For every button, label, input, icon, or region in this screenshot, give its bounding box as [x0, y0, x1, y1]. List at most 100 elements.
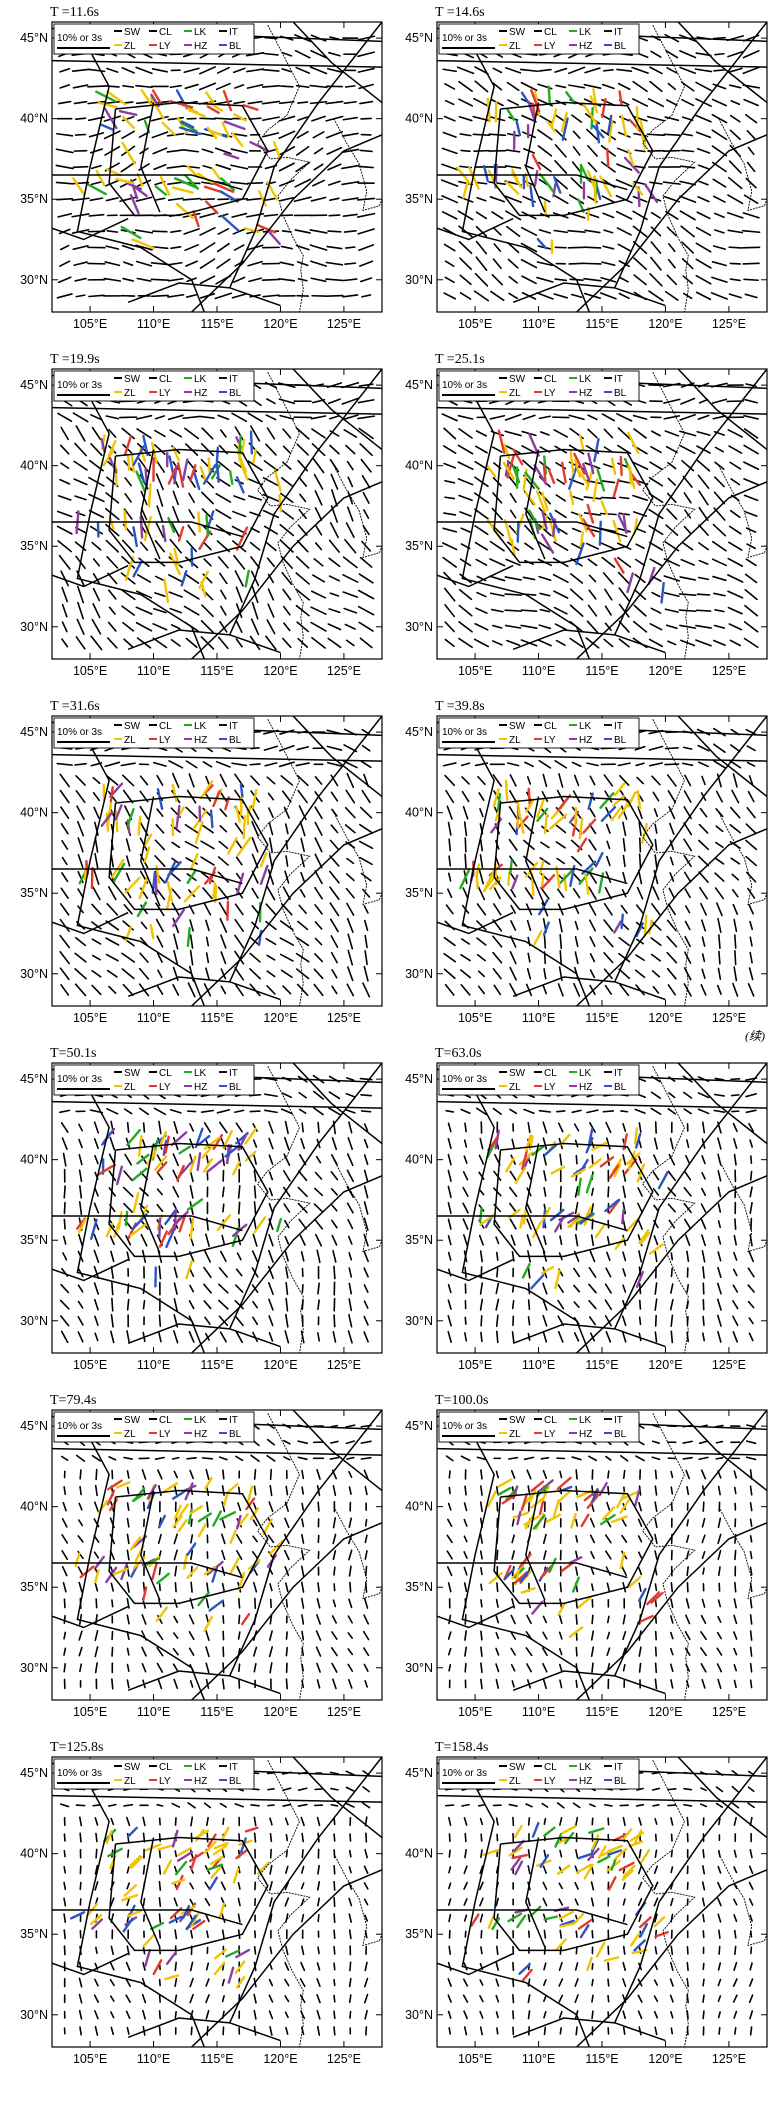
field-bar: [733, 1470, 738, 1479]
field-bar: [357, 605, 375, 616]
legend-scale-label: 10% or 3s: [442, 1074, 487, 1085]
field-bar: [250, 775, 260, 786]
station-bar: [249, 141, 270, 152]
field-bar: [732, 1300, 739, 1310]
field-bar: [238, 1614, 241, 1625]
field-bar: [235, 1268, 243, 1277]
field-bar: [635, 954, 645, 962]
field-bar: [57, 540, 73, 553]
field-bar: [264, 197, 278, 201]
field-bar: [316, 1249, 321, 1264]
field-bar: [346, 1153, 354, 1167]
y-tick-label: 35°N: [20, 539, 48, 553]
field-bar: [717, 1549, 722, 1561]
station-bar: [505, 180, 520, 196]
field-bar: [234, 950, 245, 965]
field-bar: [489, 196, 505, 203]
field-bar: [75, 774, 86, 786]
field-bar: [310, 590, 327, 599]
legend-item-label: CL: [159, 1068, 172, 1079]
field-bar: [589, 1534, 596, 1544]
x-tick-label: 110°E: [137, 664, 170, 678]
field-bar: [362, 1630, 370, 1641]
field-bar: [638, 1646, 642, 1657]
field-bar: [71, 197, 90, 202]
field-bar: [506, 762, 520, 767]
plot-area: [52, 716, 382, 1006]
field-bar: [711, 261, 727, 267]
field-bar: [268, 1233, 274, 1247]
field-bar: [214, 292, 233, 300]
field-bar: [94, 1187, 99, 1197]
field-bar: [60, 462, 70, 470]
field-bar: [156, 1662, 164, 1673]
field-bar: [358, 621, 374, 632]
field-bar: [151, 245, 169, 250]
field-bar: [126, 1251, 130, 1262]
field-bar: [295, 604, 310, 617]
field-bar: [556, 478, 566, 485]
field-bar: [491, 211, 504, 220]
field-bar: [167, 181, 185, 185]
field-bar: [573, 1301, 580, 1309]
field-bar: [120, 161, 136, 173]
field-bar: [59, 773, 70, 788]
field-bar: [622, 1251, 627, 1262]
field-bar: [363, 1138, 369, 1149]
field-bar: [251, 1551, 259, 1559]
field-bar: [713, 1093, 725, 1097]
coastline: [718, 118, 767, 212]
field-bar: [284, 1897, 290, 1907]
field-bar: [59, 444, 70, 455]
field-bar: [202, 887, 213, 900]
field-bar: [123, 904, 133, 915]
field-bar: [742, 49, 760, 59]
station-bar: [203, 185, 224, 194]
panel-title: T=79.4s: [50, 1393, 96, 1408]
field-bar: [297, 1202, 308, 1214]
field-bar: [357, 197, 376, 201]
coastline: [333, 1159, 382, 1253]
field-bar: [700, 1203, 707, 1213]
field-bar: [205, 1914, 210, 1923]
station-bar: [106, 90, 127, 106]
station-bar: [186, 869, 197, 885]
field-bar: [743, 278, 760, 282]
field-bar: [94, 1662, 98, 1674]
field-bar: [333, 1566, 336, 1576]
field-bar: [169, 538, 182, 554]
field-bar: [94, 852, 99, 870]
field-bar: [526, 1663, 532, 1673]
station-bar: [221, 215, 240, 232]
field-bar: [234, 934, 245, 949]
station-bar: [166, 880, 174, 902]
field-bar: [124, 1153, 132, 1166]
field-bar: [686, 1519, 689, 1527]
field-bar: [509, 1186, 518, 1198]
block-boundary: [52, 911, 129, 935]
field-bar: [89, 197, 104, 202]
field-bar: [205, 1994, 210, 2004]
field-bar: [268, 1249, 274, 1263]
field-bar: [183, 67, 200, 74]
field-bar: [654, 1298, 658, 1311]
field-bar: [495, 1615, 500, 1624]
field-bar: [333, 1994, 336, 2003]
field-bar: [716, 1663, 723, 1673]
field-bar: [187, 524, 196, 536]
legend-item-label: HZ: [194, 1082, 207, 1093]
block-boundary: [191, 134, 382, 312]
field-bar: [603, 919, 614, 932]
field-bar: [200, 415, 215, 419]
field-bar: [458, 494, 473, 502]
field-bar: [173, 1266, 178, 1279]
legend-item-label: BL: [614, 388, 627, 399]
field-bar: [648, 525, 664, 536]
field-bar: [599, 512, 617, 516]
field-bar: [301, 1630, 305, 1641]
field-bar: [295, 427, 310, 440]
field-bar: [61, 872, 69, 883]
station-bar: [227, 836, 238, 855]
station-bar: [136, 1153, 150, 1165]
field-bar: [617, 82, 631, 91]
